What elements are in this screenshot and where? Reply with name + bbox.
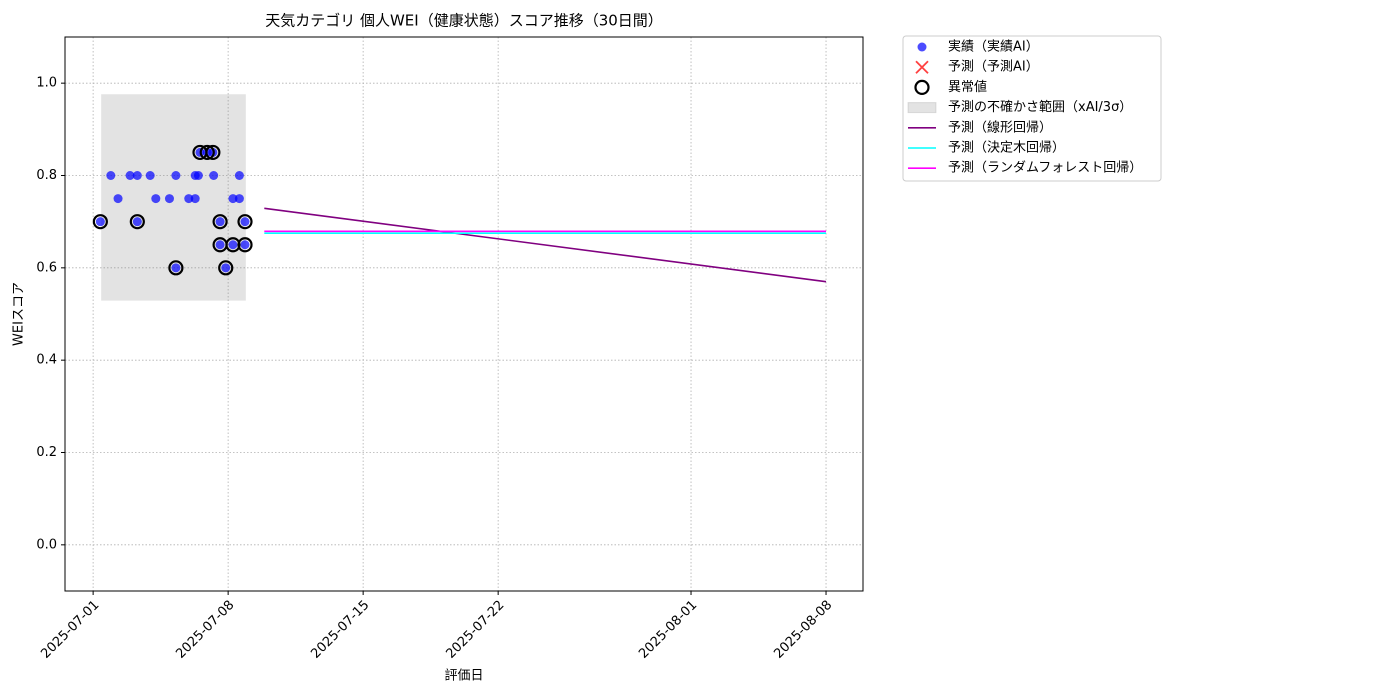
x-tick-label: 2025-07-15: [308, 598, 372, 662]
actual-point: [151, 194, 161, 204]
actual-point: [234, 171, 244, 180]
legend-label: 予測（決定木回帰）: [948, 140, 1065, 156]
anomaly-point: [212, 214, 228, 230]
y-tick-label: 0.4: [36, 353, 57, 368]
anomaly-point: [218, 260, 234, 276]
actual-point: [221, 263, 231, 273]
y-tick-label: 0.6: [36, 260, 57, 275]
actual-point: [106, 171, 116, 180]
anomaly-point: [205, 144, 221, 161]
actual-point: [171, 263, 181, 273]
y-tick-label: 0.8: [36, 168, 57, 183]
legend-label: 実績（実績AI）: [948, 39, 1039, 55]
legend-label: 予測（線形回帰）: [948, 119, 1052, 135]
x-tick-label: 2025-07-01: [38, 598, 102, 662]
actual-point: [113, 194, 123, 204]
legend-marker: [914, 79, 930, 96]
legend-frame: [902, 35, 1162, 182]
actual-point: [132, 171, 142, 180]
x-tick-label: 2025-07-22: [443, 598, 507, 662]
actual-point: [193, 171, 203, 180]
actual-point: [209, 171, 219, 180]
actual-point: [125, 171, 135, 180]
prediction-line: [264, 207, 827, 283]
actual-point: [234, 194, 244, 204]
legend-label: 異常値: [948, 79, 987, 95]
anomaly-point: [129, 214, 145, 230]
x-tick-label: 2025-07-08: [173, 598, 237, 662]
x-tick-label: 2025-08-01: [636, 598, 700, 662]
y-axis-label: WEIスコア: [12, 282, 27, 346]
actual-point: [145, 171, 155, 180]
legend-marker: [915, 60, 929, 74]
actual-point: [215, 240, 225, 250]
y-tick-label: 0.2: [36, 445, 57, 460]
plot-frame: [64, 36, 864, 592]
actual-point: [240, 240, 250, 250]
anomaly-point: [199, 144, 215, 161]
y-tick-label: 0.0: [36, 537, 57, 552]
actual-point: [184, 194, 194, 204]
actual-point: [228, 194, 238, 204]
actual-point: [190, 194, 200, 204]
actual-point: [132, 217, 142, 227]
x-tick-label: 2025-08-08: [771, 598, 835, 662]
legend-label: 予測（予測AI）: [948, 60, 1039, 75]
legend-label: 予測（ランダムフォレスト回帰）: [948, 160, 1142, 176]
anomaly-point: [168, 260, 184, 276]
x-axis-label: 評価日: [444, 669, 483, 684]
anomaly-point: [237, 214, 253, 230]
actual-point: [164, 194, 174, 204]
actual-point: [215, 217, 225, 227]
anomaly-point: [92, 214, 108, 230]
legend-marker: [907, 102, 937, 114]
anomaly-point: [237, 237, 253, 253]
actual-point: [171, 171, 181, 180]
legend-label: 予測の不確かさ範囲（xAI/3σ）: [948, 99, 1132, 115]
actual-point: [95, 217, 105, 227]
actual-point: [228, 240, 238, 250]
y-tick-label: 1.0: [36, 76, 57, 91]
actual-point: [240, 217, 250, 227]
chart-title: 天気カテゴリ 個人WEI（健康状態）スコア推移（30日間）: [265, 12, 663, 30]
legend-marker: [917, 42, 927, 52]
